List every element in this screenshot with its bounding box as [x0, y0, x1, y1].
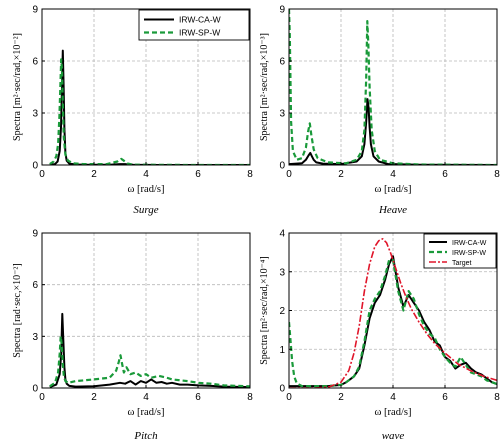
x-tick-label: 6 — [442, 169, 448, 180]
x-tick-label: 4 — [143, 392, 149, 403]
subplot-caption: Pitch — [133, 430, 158, 442]
y-tick-label: 1 — [279, 345, 285, 356]
series-line-ca — [289, 98, 497, 165]
y-tick-label: 0 — [279, 161, 285, 172]
x-tick-label: 6 — [195, 392, 201, 403]
series-line-ca — [49, 312, 250, 388]
legend-label-sp: IRW-SP-W — [452, 250, 486, 257]
y-tick-label: 6 — [32, 280, 38, 291]
subplot-surge: 0 2 4 6 8 0 3 6 9 ω [rad/s] Spectra [m²·sec/rad,×1… — [12, 5, 253, 217]
x-tick-label: 0 — [39, 169, 45, 180]
x-axis-label: ω [rad/s] — [375, 184, 412, 195]
y-axis-label: Spectra [m²·sec/rad,×10⁻⁴] — [259, 256, 270, 364]
x-tick-label: 0 — [286, 169, 292, 180]
subplot-wave: 0 2 4 6 8 0 1 2 3 4 ω [rad/s] Spectra [m²·sec/rad,×… — [259, 229, 500, 443]
legend: IRW-CA-W IRW-SP-W Target — [423, 233, 497, 269]
y-tick-label: 9 — [279, 5, 285, 16]
y-tick-label: 0 — [32, 161, 38, 172]
series-line-target — [289, 238, 497, 388]
x-tick-label: 8 — [247, 392, 253, 403]
subplot-caption: Surge — [133, 204, 158, 216]
legend: IRW-CA-W IRW-SP-W — [138, 9, 250, 41]
x-tick-label: 8 — [494, 392, 500, 403]
x-tick-label: 8 — [494, 169, 500, 180]
y-tick-label: 0 — [32, 384, 38, 395]
x-axis-label: ω [rad/s] — [375, 407, 412, 418]
y-tick-label: 2 — [279, 306, 285, 317]
x-tick-label: 4 — [143, 169, 149, 180]
x-tick-label: 6 — [442, 392, 448, 403]
series-line-sp — [49, 335, 250, 388]
legend-label-target: Target — [452, 260, 472, 267]
series-line-sp — [289, 259, 497, 388]
y-tick-label: 3 — [279, 109, 285, 120]
x-tick-label: 6 — [195, 169, 201, 180]
y-axis-label: Spectra [m²·sec/rad,×10⁻²] — [12, 33, 23, 141]
subplot-caption: Heave — [378, 204, 407, 216]
y-tick-label: 0 — [279, 384, 285, 395]
y-tick-label: 6 — [279, 57, 285, 68]
subplot-pitch: 0 2 4 6 8 0 3 6 9 ω [rad/s] Spectra [rad·sec,×10⁻²… — [12, 229, 253, 443]
y-tick-label: 3 — [32, 332, 38, 343]
subplot-caption: wave — [382, 430, 405, 442]
y-tick-label: 9 — [32, 229, 38, 240]
y-tick-label: 9 — [32, 5, 38, 16]
x-tick-label: 4 — [390, 169, 396, 180]
y-axis-label: Spectra [rad·sec,×10⁻²] — [12, 263, 23, 357]
y-tick-label: 3 — [279, 267, 285, 278]
x-tick-label: 0 — [39, 392, 45, 403]
legend-box — [138, 9, 250, 41]
series-line-ca — [49, 49, 250, 165]
x-tick-label: 4 — [390, 392, 396, 403]
y-tick-label: 4 — [279, 229, 285, 240]
x-axis-label: ω [rad/s] — [128, 184, 165, 195]
x-axis-label: ω [rad/s] — [128, 407, 165, 418]
y-tick-label: 6 — [32, 57, 38, 68]
subplot-heave: 0 2 4 6 8 0 3 6 9 ω [rad/s] Spectra [m²·sec/rad,×1… — [259, 5, 500, 217]
x-tick-label: 8 — [247, 169, 253, 180]
legend-label-ca: IRW-CA-W — [179, 15, 221, 25]
x-tick-label: 2 — [338, 169, 344, 180]
legend-label-sp: IRW-SP-W — [179, 28, 220, 38]
series-line-sp — [49, 58, 250, 165]
series-line-sp — [289, 9, 497, 165]
legend-label-ca: IRW-CA-W — [452, 240, 487, 247]
x-tick-label: 2 — [338, 392, 344, 403]
x-tick-label: 2 — [91, 392, 97, 403]
x-tick-label: 2 — [91, 169, 97, 180]
y-axis-label: Spectra [m²·sec/rad,×10⁻³] — [259, 33, 270, 141]
y-tick-label: 3 — [32, 109, 38, 120]
x-tick-label: 0 — [286, 392, 292, 403]
